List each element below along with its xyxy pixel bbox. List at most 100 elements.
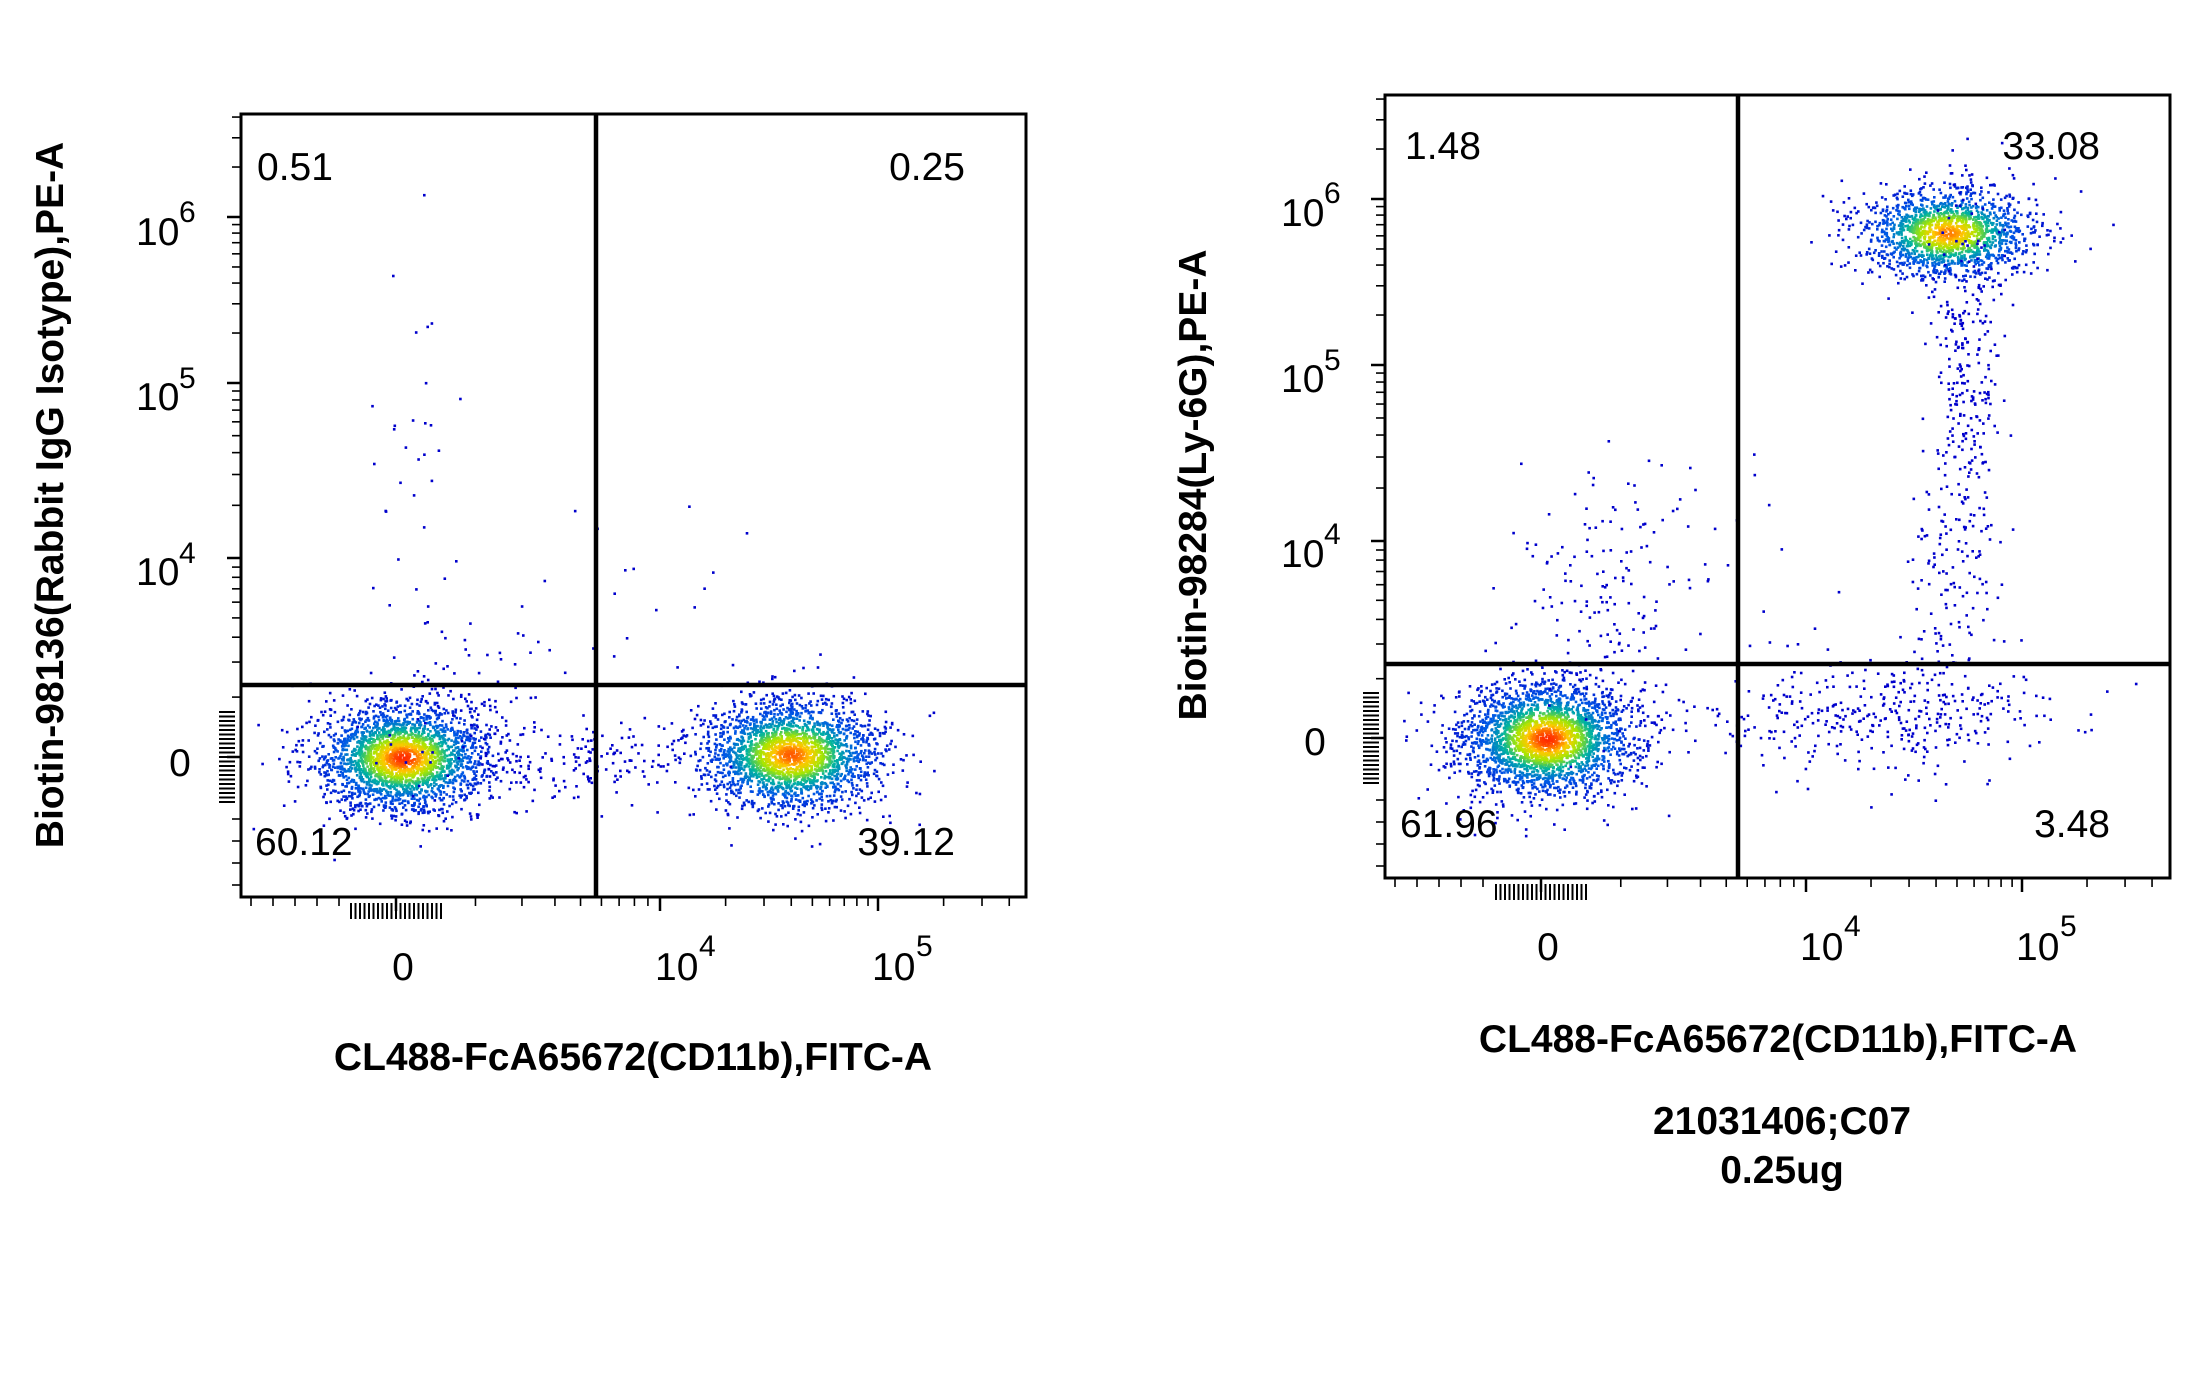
plot-1-event-dot: [855, 759, 859, 762]
plot-1-event-dot: [398, 783, 402, 786]
plot-1-event-dot: [800, 792, 804, 795]
plot-1-event-dot: [831, 747, 834, 751]
plot-1-event-dot: [428, 692, 432, 695]
plot-1-event-dot: [350, 735, 353, 738]
plot-1-event-dot: [875, 774, 879, 778]
plot-1-event-dot: [803, 732, 806, 735]
plot-1-event-dot: [853, 713, 856, 716]
plot-1-event-dot: [430, 738, 434, 741]
plot-1-event-dot: [413, 725, 417, 728]
plot-1-event-dot: [394, 723, 397, 726]
plot-1-event-dot: [507, 732, 510, 736]
plot-1-event-dot: [390, 775, 393, 778]
plot-1-event-dot: [802, 748, 805, 751]
plot-1-event-dot: [346, 704, 349, 707]
plot-1-event-dot: [844, 728, 847, 732]
plot-1-event-dot: [343, 767, 346, 771]
plot-1-event-dot: [320, 710, 323, 714]
plot-1-event-dot: [787, 771, 791, 774]
plot-1-event-dot: [816, 813, 819, 816]
plot-1-event-dot: [391, 761, 394, 765]
plot-1-event-dot: [773, 712, 776, 716]
plot-1-event-dot: [391, 799, 394, 802]
plot-1-event-dot: [447, 761, 451, 764]
plot-1-event-dot: [477, 791, 480, 795]
plot-1-event-dot: [842, 760, 845, 764]
plot-1-event-dot: [803, 741, 806, 745]
plot-1-event-dot: [811, 760, 814, 763]
plot-1-event-dot: [429, 749, 433, 752]
plot-1-event-dot: [326, 728, 329, 731]
plot-1-event-dot: [420, 777, 424, 780]
plot-1-event-dot: [345, 729, 348, 733]
plot-1-event-dot: [726, 741, 729, 744]
plot-1-event-dot: [423, 747, 427, 751]
plot-1-event-dot: [460, 736, 464, 739]
plot-1-event-dot: [801, 762, 804, 766]
plot-1-event-dot: [409, 759, 413, 763]
plot-1-event-dot: [744, 772, 748, 775]
plot-1-event-dot: [403, 704, 407, 708]
plot-1-event-dot: [401, 760, 404, 763]
plot-1-event-dot: [433, 734, 436, 737]
plot-1-event-dot: [776, 771, 780, 775]
plot-1-event-dot: [343, 741, 346, 745]
plot-1-event-dot: [472, 724, 475, 727]
plot-1-event-dot: [450, 751, 453, 755]
plot-1-event-dot: [389, 772, 392, 776]
plot-1-event-dot: [307, 699, 311, 703]
plot-1-event-dot: [809, 737, 813, 740]
plot-1-event-dot: [711, 726, 715, 730]
plot-1-event-dot: [399, 735, 402, 739]
plot-1-event-dot: [745, 749, 748, 753]
plot-1-event-dot: [327, 753, 330, 756]
plot-1-event-dot: [840, 743, 844, 746]
plot-1-event-dot: [411, 758, 415, 762]
plot-1-event-dot: [323, 792, 326, 796]
plot-1-event-dot: [731, 718, 734, 721]
plot-1-event-dot: [399, 710, 402, 714]
plot-1-event-dot: [408, 781, 411, 785]
plot-1-event-dot: [397, 732, 400, 736]
plot-1-event-dot: [828, 761, 831, 764]
plot-1-event-dot: [766, 764, 770, 767]
plot-1-event-dot: [715, 746, 718, 749]
plot-1-event-dot: [823, 777, 826, 780]
plot-1-event-dot: [466, 779, 470, 783]
plot-1-event-dot: [310, 765, 313, 769]
plot-1-event-dot: [831, 773, 834, 776]
plot-1-event-dot: [375, 779, 378, 783]
plot-1-event-dot: [764, 706, 768, 709]
plot-1-event-dot: [822, 755, 826, 758]
plot-1-event-dot: [474, 782, 478, 786]
plot-1-event-dot: [763, 738, 766, 742]
plot-1-event-dot: [742, 747, 746, 751]
plot-1-event-dot: [849, 698, 852, 701]
plot-1-event-dot: [372, 740, 376, 744]
plot-1-event-dot: [677, 739, 680, 742]
plot-1-event-dot: [782, 768, 785, 772]
plot-1-event-dot: [739, 731, 743, 734]
plot-1-event-dot: [804, 748, 807, 752]
plot-1-event-dot: [778, 772, 782, 775]
plot-1-event-dot: [426, 734, 430, 738]
plot-1-event-dot: [444, 723, 448, 726]
plot-1-event-dot: [806, 767, 809, 770]
plot-1-event-dot: [333, 858, 336, 862]
plot-1-event-dot: [449, 765, 452, 768]
plot-1-event-dot: [848, 716, 851, 720]
plot-1-event-dot: [433, 701, 437, 705]
plot-1-event-dot: [750, 743, 753, 746]
plot-1-event-dot: [729, 748, 733, 752]
plot-1-event-dot: [819, 785, 823, 789]
plot-1-event-dot: [706, 742, 709, 745]
plot-1-event-dot: [722, 730, 725, 734]
plot-1-event-dot: [435, 742, 438, 746]
plot-1-event-dot: [714, 773, 718, 777]
plot-1-event-dot: [778, 697, 781, 701]
plot-1-event-dot: [862, 740, 865, 744]
plot-1-event-dot: [839, 774, 842, 778]
plot-1-event-dot: [711, 758, 714, 761]
plot-1-event-dot: [829, 781, 832, 785]
plot-1-event-dot: [360, 741, 363, 744]
